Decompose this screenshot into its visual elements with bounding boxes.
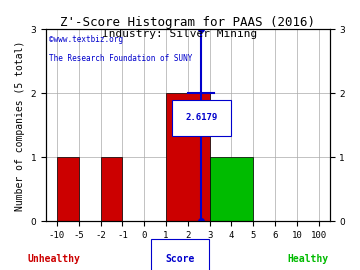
Bar — [166, 93, 210, 221]
Text: Score: Score — [165, 254, 195, 264]
Bar — [100, 157, 122, 221]
Title: Z'-Score Histogram for PAAS (2016): Z'-Score Histogram for PAAS (2016) — [60, 16, 315, 29]
Y-axis label: Number of companies (5 total): Number of companies (5 total) — [15, 40, 25, 211]
Bar — [57, 157, 79, 221]
Text: Industry: Silver Mining: Industry: Silver Mining — [102, 29, 258, 39]
Text: Unhealthy: Unhealthy — [28, 254, 80, 264]
Text: ©www.textbiz.org: ©www.textbiz.org — [49, 35, 123, 44]
Bar — [210, 157, 253, 221]
Text: 2.6179: 2.6179 — [185, 113, 217, 122]
Text: The Research Foundation of SUNY: The Research Foundation of SUNY — [49, 54, 192, 63]
Text: Healthy: Healthy — [287, 254, 328, 264]
